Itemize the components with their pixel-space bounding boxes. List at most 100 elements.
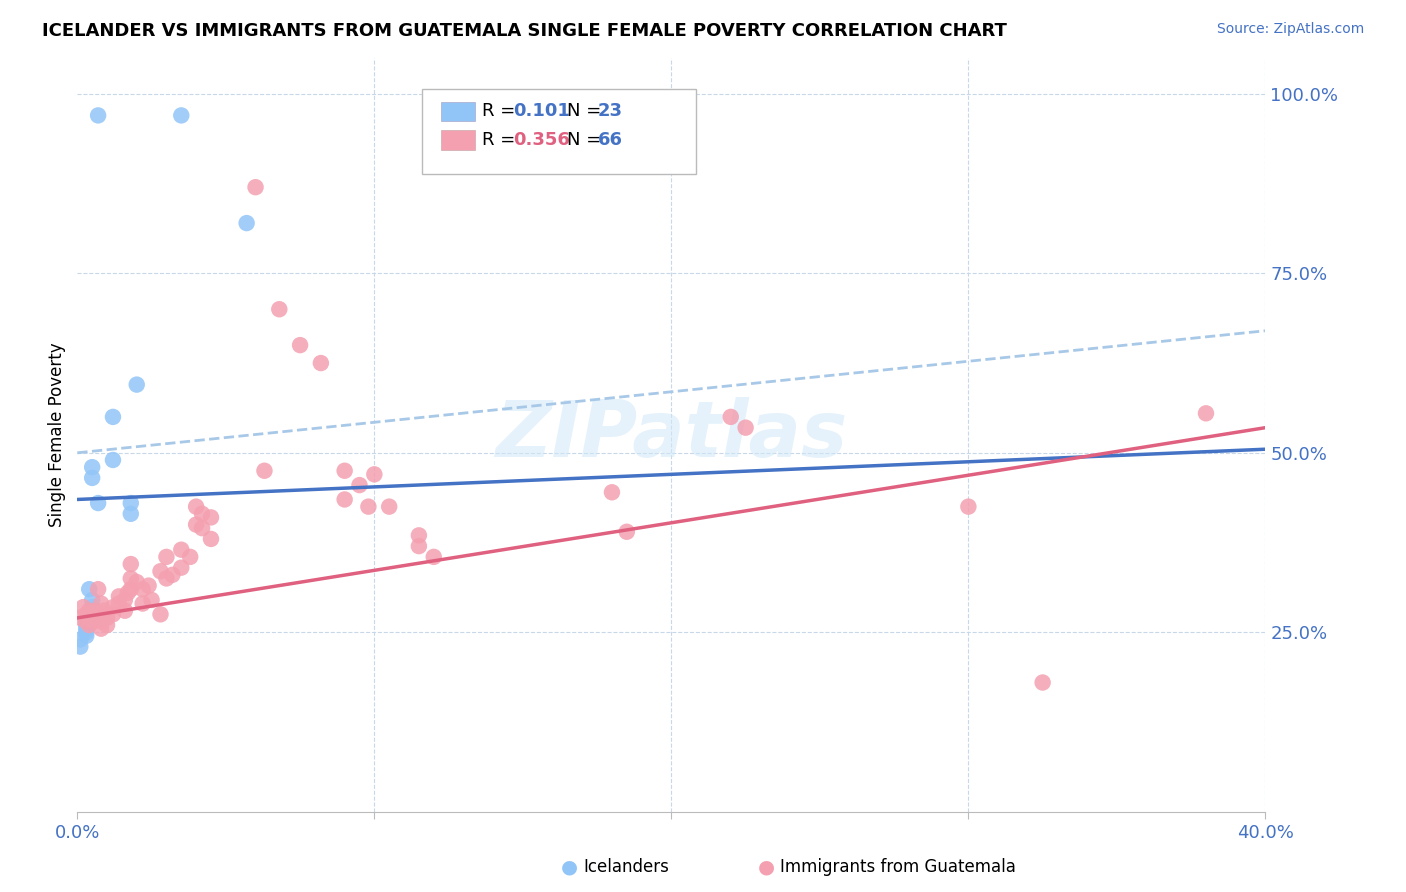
Point bbox=[957, 500, 980, 514]
Point bbox=[69, 611, 91, 625]
Point bbox=[120, 582, 142, 597]
Point bbox=[125, 574, 148, 589]
Point bbox=[101, 453, 124, 467]
Point bbox=[82, 607, 104, 622]
Point bbox=[77, 582, 100, 597]
Text: R =: R = bbox=[482, 103, 522, 120]
Point bbox=[1032, 675, 1054, 690]
Point bbox=[114, 593, 136, 607]
Point bbox=[191, 507, 214, 521]
Text: N =: N = bbox=[567, 103, 606, 120]
Point bbox=[186, 500, 208, 514]
Point bbox=[75, 615, 97, 629]
Text: ICELANDER VS IMMIGRANTS FROM GUATEMALA SINGLE FEMALE POVERTY CORRELATION CHART: ICELANDER VS IMMIGRANTS FROM GUATEMALA S… bbox=[42, 22, 1007, 40]
Point bbox=[82, 460, 104, 475]
Point bbox=[82, 615, 104, 629]
Point bbox=[90, 611, 112, 625]
Text: 0.356: 0.356 bbox=[513, 131, 569, 149]
Point bbox=[734, 420, 756, 434]
Point bbox=[200, 532, 222, 546]
Point bbox=[82, 593, 104, 607]
Point bbox=[149, 564, 172, 578]
Text: Immigrants from Guatemala: Immigrants from Guatemala bbox=[780, 858, 1017, 876]
Text: Icelanders: Icelanders bbox=[583, 858, 669, 876]
Point bbox=[131, 582, 153, 597]
Text: N =: N = bbox=[567, 131, 606, 149]
Point bbox=[333, 464, 356, 478]
Point bbox=[117, 586, 139, 600]
Point bbox=[72, 600, 94, 615]
Point bbox=[90, 615, 112, 629]
Text: 0.101: 0.101 bbox=[513, 103, 569, 120]
Point bbox=[186, 517, 208, 532]
Point bbox=[309, 356, 332, 370]
Point bbox=[288, 338, 311, 352]
Point bbox=[333, 492, 356, 507]
Text: R =: R = bbox=[482, 131, 522, 149]
Point bbox=[155, 571, 177, 585]
Point bbox=[179, 549, 201, 564]
Point bbox=[75, 629, 97, 643]
Point bbox=[93, 604, 115, 618]
Point bbox=[269, 302, 291, 317]
Point bbox=[600, 485, 623, 500]
Point bbox=[77, 618, 100, 632]
Point bbox=[120, 571, 142, 585]
Text: Source: ZipAtlas.com: Source: ZipAtlas.com bbox=[1216, 22, 1364, 37]
Point bbox=[138, 579, 160, 593]
Point bbox=[75, 618, 97, 632]
Point bbox=[101, 600, 124, 615]
Point bbox=[170, 542, 193, 557]
Point bbox=[87, 496, 110, 510]
Point bbox=[125, 377, 148, 392]
Point bbox=[87, 108, 110, 122]
Point bbox=[87, 582, 110, 597]
Text: ●: ● bbox=[758, 857, 775, 877]
Point bbox=[101, 607, 124, 622]
Point bbox=[363, 467, 385, 482]
Point bbox=[378, 500, 401, 514]
Point bbox=[90, 622, 112, 636]
Point bbox=[349, 478, 371, 492]
Point bbox=[120, 557, 142, 571]
Point bbox=[114, 604, 136, 618]
Point bbox=[82, 600, 104, 615]
Point bbox=[162, 567, 184, 582]
Point bbox=[96, 611, 118, 625]
Point bbox=[408, 528, 430, 542]
Point bbox=[69, 632, 91, 647]
Point bbox=[69, 640, 91, 654]
Point bbox=[423, 549, 446, 564]
Point bbox=[75, 615, 97, 629]
Point bbox=[108, 590, 131, 604]
Point bbox=[191, 521, 214, 535]
Point bbox=[77, 611, 100, 625]
Point bbox=[96, 618, 118, 632]
Text: 66: 66 bbox=[598, 131, 623, 149]
Point bbox=[84, 604, 107, 618]
Text: 23: 23 bbox=[598, 103, 623, 120]
Point bbox=[84, 611, 107, 625]
Point bbox=[75, 622, 97, 636]
Point bbox=[120, 507, 142, 521]
Point bbox=[720, 409, 742, 424]
Point bbox=[408, 539, 430, 553]
Point bbox=[616, 524, 638, 539]
Point bbox=[200, 510, 222, 524]
Y-axis label: Single Female Poverty: Single Female Poverty bbox=[48, 343, 66, 527]
Point bbox=[120, 496, 142, 510]
Point bbox=[131, 597, 153, 611]
Point bbox=[101, 409, 124, 424]
Point bbox=[1195, 406, 1218, 420]
Point bbox=[108, 597, 131, 611]
Text: ●: ● bbox=[561, 857, 578, 877]
Point bbox=[155, 549, 177, 564]
Point bbox=[235, 216, 257, 230]
Point bbox=[357, 500, 380, 514]
Point bbox=[245, 180, 267, 194]
Point bbox=[82, 471, 104, 485]
Point bbox=[87, 607, 110, 622]
Point bbox=[90, 597, 112, 611]
Point bbox=[77, 604, 100, 618]
Point bbox=[170, 108, 193, 122]
